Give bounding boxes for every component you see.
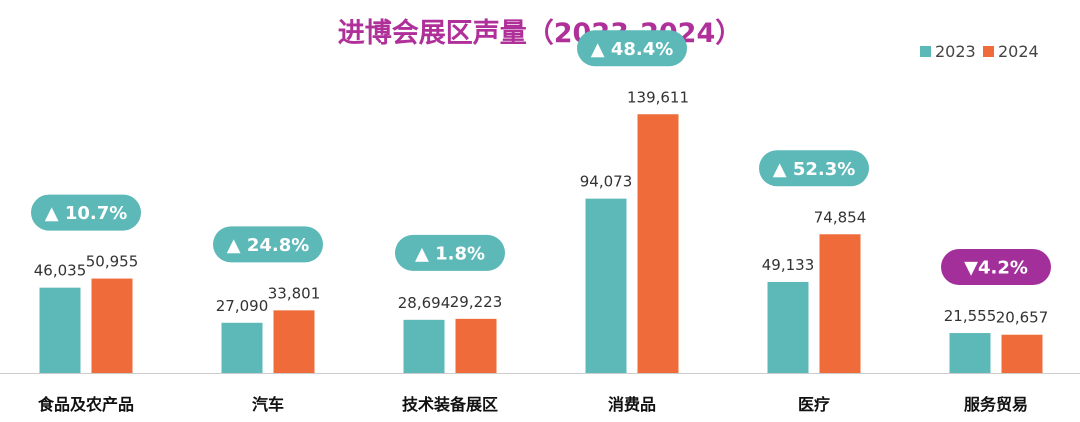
bar-2024-3 bbox=[637, 114, 679, 374]
category-labels: 食品及农产品 汽车 技术装备展区 消费品 医疗 服务贸易 bbox=[37, 395, 1028, 414]
bar-2023-3 bbox=[585, 198, 627, 373]
growth-badge-bg-0 bbox=[31, 194, 141, 231]
growth-badge-4: ▲ 52.3% bbox=[759, 150, 869, 187]
growth-badge-bg-3 bbox=[577, 30, 687, 67]
value-label-2023-4: 49,133 bbox=[762, 256, 815, 274]
bar-2024-1 bbox=[273, 310, 315, 373]
bar-2024-2 bbox=[455, 318, 497, 373]
value-label-2023-2: 28,694 bbox=[398, 294, 451, 312]
value-label-2024-5: 20,657 bbox=[996, 309, 1049, 327]
growth-badge-5: ▼4.2% bbox=[941, 249, 1051, 286]
growth-badge-text-2: ▲ 1.8% bbox=[415, 243, 485, 264]
value-label-2024-2: 29,223 bbox=[450, 293, 503, 311]
legend-item-2023: 2023 bbox=[920, 42, 976, 61]
category-label-3: 消费品 bbox=[608, 395, 656, 414]
bar-2023-0 bbox=[39, 287, 81, 373]
growth-badge-2: ▲ 1.8% bbox=[395, 234, 505, 271]
value-label-2023-1: 27,090 bbox=[216, 297, 269, 315]
growth-badge-1: ▲ 24.8% bbox=[213, 226, 323, 263]
bar-2023-2 bbox=[403, 319, 445, 373]
legend-swatch-2023 bbox=[920, 46, 931, 57]
growth-badge-text-0: ▲ 10.7% bbox=[45, 203, 128, 224]
category-label-2: 技术装备展区 bbox=[402, 395, 498, 414]
legend-swatch-2024 bbox=[983, 46, 994, 57]
value-label-2023-5: 21,555 bbox=[944, 307, 997, 325]
growth-badge-3: ▲ 48.4% bbox=[577, 30, 687, 67]
growth-badges: ▲ 10.7% ▲ 24.8% ▲ 1.8% ▲ 48.4% ▲ 52.3% ▼4.2% bbox=[31, 30, 1051, 286]
growth-badge-0: ▲ 10.7% bbox=[31, 194, 141, 231]
bar-2023-1 bbox=[221, 322, 263, 373]
value-label-2024-4: 74,854 bbox=[814, 208, 867, 226]
legend: 2023 2024 bbox=[920, 42, 1039, 61]
bar-2024-0 bbox=[91, 278, 133, 373]
category-label-4: 医疗 bbox=[798, 395, 830, 414]
category-label-0: 食品及农产品 bbox=[37, 395, 134, 414]
growth-badge-bg-4 bbox=[759, 150, 869, 187]
value-label-2024-1: 33,801 bbox=[268, 284, 321, 302]
growth-badge-text-3: ▲ 48.4% bbox=[591, 39, 674, 60]
growth-badge-text-5: ▼4.2% bbox=[964, 258, 1028, 279]
category-label-5: 服务贸易 bbox=[964, 395, 1028, 414]
value-label-2023-3: 94,073 bbox=[580, 173, 633, 191]
legend-item-2024: 2024 bbox=[983, 42, 1039, 61]
category-label-1: 汽车 bbox=[252, 395, 284, 414]
growth-badge-bg-5 bbox=[941, 249, 1051, 286]
growth-badge-bg-2 bbox=[395, 234, 505, 271]
bar-2023-4 bbox=[767, 281, 809, 373]
value-label-2024-0: 50,955 bbox=[86, 253, 139, 271]
bar-2024-4 bbox=[819, 234, 861, 373]
bar-2023-5 bbox=[949, 333, 991, 373]
growth-badge-text-4: ▲ 52.3% bbox=[773, 159, 856, 180]
growth-badge-bg-1 bbox=[213, 226, 323, 263]
legend-label-2024: 2024 bbox=[998, 42, 1039, 61]
growth-badge-text-1: ▲ 24.8% bbox=[227, 235, 310, 256]
value-label-2024-3: 139,611 bbox=[627, 88, 689, 106]
value-label-2023-0: 46,035 bbox=[34, 262, 87, 280]
legend-label-2023: 2023 bbox=[935, 42, 976, 61]
bars bbox=[39, 114, 1043, 374]
bar-2024-5 bbox=[1001, 334, 1043, 373]
